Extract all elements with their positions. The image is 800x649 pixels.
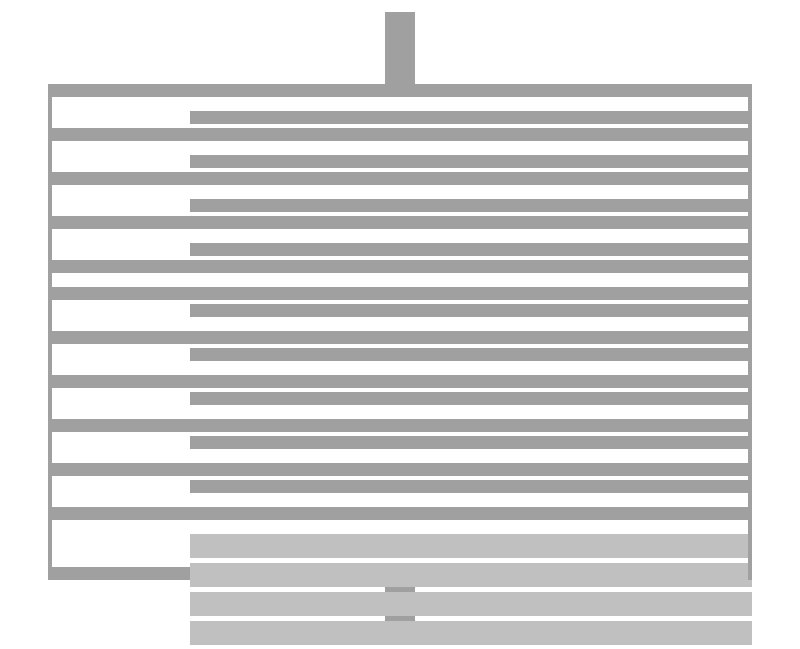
Bar [190,243,752,256]
Bar [190,111,752,124]
Bar [190,603,752,616]
Bar [190,621,752,634]
Bar [190,348,752,361]
Bar [48,375,752,388]
Bar [190,392,752,405]
Bar [190,545,752,558]
Bar [48,84,52,580]
Bar [190,480,752,493]
Bar [48,463,752,476]
Bar [48,216,752,229]
Bar [48,331,752,344]
Bar [48,419,752,432]
Bar [48,84,752,97]
Bar [190,563,752,576]
Bar [48,567,752,580]
Bar [190,436,752,449]
Bar [190,199,752,212]
Bar [385,12,415,84]
Bar [190,574,752,587]
Bar [190,632,752,645]
Bar [190,155,752,168]
Bar [385,567,415,639]
Bar [190,592,752,605]
Bar [48,260,752,273]
Bar [48,172,752,185]
Bar [190,304,752,317]
Bar [48,128,752,141]
Bar [190,534,752,547]
Bar [48,287,752,300]
Bar [48,507,752,520]
Bar [748,84,752,580]
Bar [48,287,190,300]
